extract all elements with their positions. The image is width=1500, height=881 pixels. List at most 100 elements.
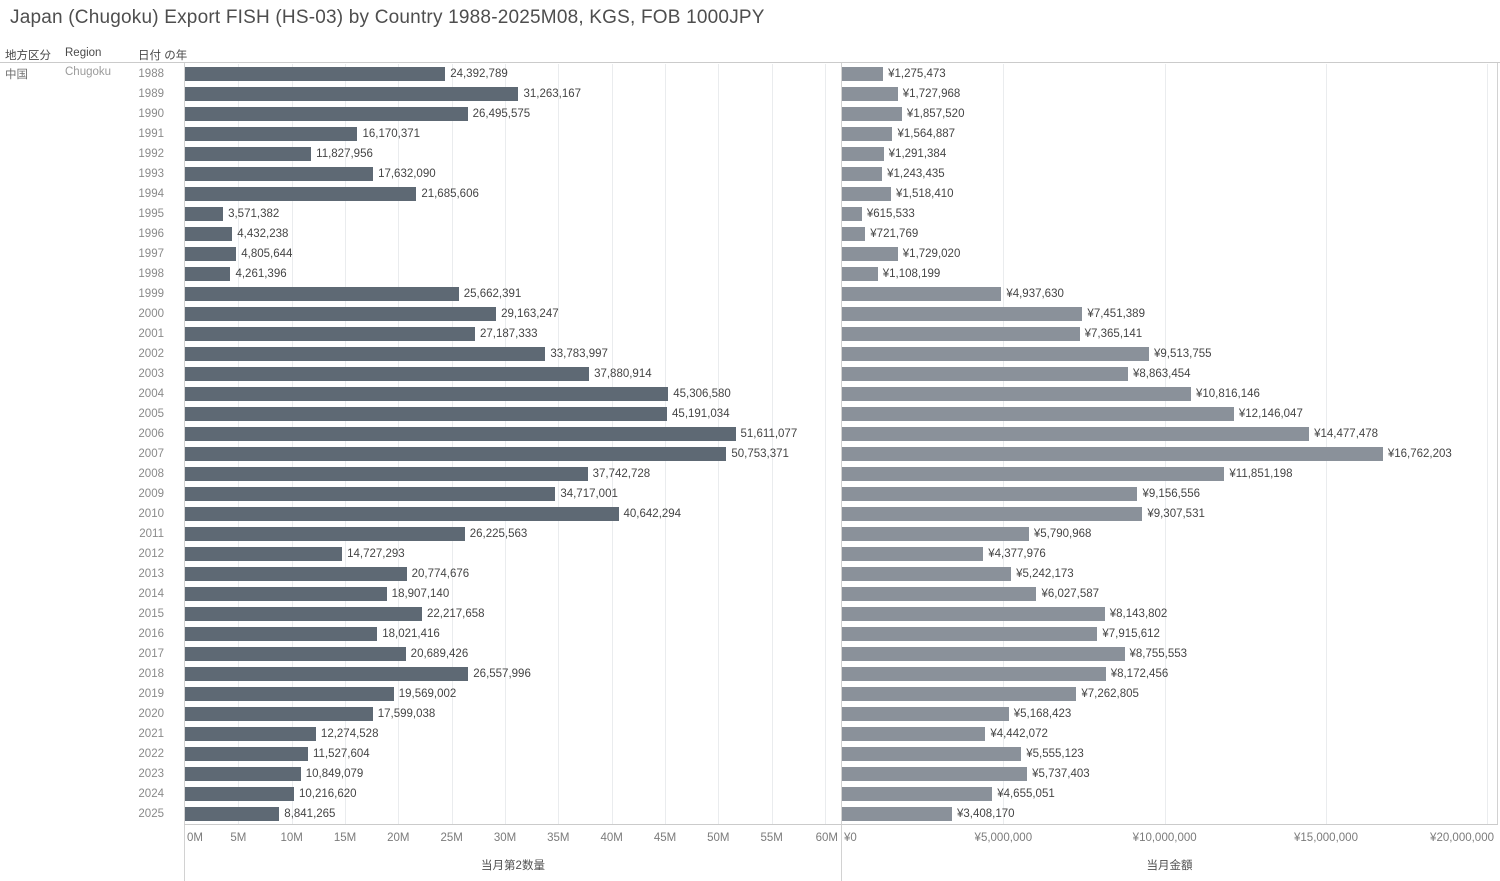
region-jp-value[interactable]: 中国 bbox=[5, 69, 28, 81]
amount-bar-2004[interactable] bbox=[842, 387, 1191, 401]
year-axis-label[interactable]: 1991 bbox=[138, 128, 164, 140]
year-axis-label[interactable]: 2015 bbox=[138, 608, 164, 620]
quantity-bar-2025[interactable] bbox=[185, 807, 280, 821]
year-axis-label[interactable]: 1988 bbox=[138, 68, 164, 80]
amount-bar-2016[interactable] bbox=[842, 627, 1098, 641]
year-axis-label[interactable]: 1990 bbox=[138, 108, 164, 120]
year-axis-label[interactable]: 1989 bbox=[138, 88, 164, 100]
amount-bar-1990[interactable] bbox=[842, 107, 902, 121]
year-axis-label[interactable]: 2014 bbox=[138, 588, 164, 600]
year-axis-label[interactable]: 2019 bbox=[138, 688, 164, 700]
quantity-bar-1994[interactable] bbox=[185, 187, 417, 201]
year-axis-label[interactable]: 2000 bbox=[138, 308, 164, 320]
amount-bar-2006[interactable] bbox=[842, 427, 1310, 441]
quantity-bar-1999[interactable] bbox=[185, 287, 459, 301]
year-axis-label[interactable]: 1993 bbox=[138, 168, 164, 180]
quantity-bar-1988[interactable] bbox=[185, 67, 446, 81]
amount-bar-2005[interactable] bbox=[842, 407, 1234, 421]
year-axis-label[interactable]: 1992 bbox=[138, 148, 164, 160]
year-axis-label[interactable]: 1996 bbox=[138, 228, 164, 240]
year-axis-label[interactable]: 2004 bbox=[138, 388, 164, 400]
amount-bar-2023[interactable] bbox=[842, 767, 1028, 781]
year-axis-label[interactable]: 2016 bbox=[138, 628, 164, 640]
quantity-bar-1992[interactable] bbox=[185, 147, 312, 161]
amount-bar-1989[interactable] bbox=[842, 87, 898, 101]
year-axis-label[interactable]: 2020 bbox=[138, 708, 164, 720]
quantity-bar-2015[interactable] bbox=[185, 607, 422, 621]
quantity-bar-2010[interactable] bbox=[185, 507, 619, 521]
amount-bar-2010[interactable] bbox=[842, 507, 1143, 521]
quantity-bar-2022[interactable] bbox=[185, 747, 308, 761]
year-axis-label[interactable]: 1995 bbox=[138, 208, 164, 220]
year-axis-label[interactable]: 2022 bbox=[138, 748, 164, 760]
amount-bar-2000[interactable] bbox=[842, 307, 1083, 321]
amount-bar-2011[interactable] bbox=[842, 527, 1029, 541]
amount-bar-2022[interactable] bbox=[842, 747, 1022, 761]
year-axis-label[interactable]: 2006 bbox=[138, 428, 164, 440]
year-axis-label[interactable]: 2023 bbox=[138, 768, 164, 780]
amount-bar-2007[interactable] bbox=[842, 447, 1383, 461]
quantity-bar-2016[interactable] bbox=[185, 627, 378, 641]
year-axis-label[interactable]: 2009 bbox=[138, 488, 164, 500]
year-axis-label[interactable]: 2010 bbox=[138, 508, 164, 520]
amount-bar-2025[interactable] bbox=[842, 807, 952, 821]
quantity-bar-2000[interactable] bbox=[185, 307, 497, 321]
amount-bar-2012[interactable] bbox=[842, 547, 984, 561]
quantity-bar-2023[interactable] bbox=[185, 767, 301, 781]
amount-bar-1992[interactable] bbox=[842, 147, 884, 161]
amount-bar-1988[interactable] bbox=[842, 67, 884, 81]
quantity-bar-2006[interactable] bbox=[185, 427, 736, 441]
year-axis-label[interactable]: 2002 bbox=[138, 348, 164, 360]
year-axis-label[interactable]: 2024 bbox=[138, 788, 164, 800]
quantity-bar-2018[interactable] bbox=[185, 667, 469, 681]
year-axis-label[interactable]: 1999 bbox=[138, 288, 164, 300]
amount-bar-1991[interactable] bbox=[842, 127, 893, 141]
quantity-bar-1989[interactable] bbox=[185, 87, 519, 101]
amount-bar-2015[interactable] bbox=[842, 607, 1105, 621]
year-axis-label[interactable]: 2013 bbox=[138, 568, 164, 580]
quantity-bar-2021[interactable] bbox=[185, 727, 316, 741]
amount-bar-2020[interactable] bbox=[842, 707, 1009, 721]
amount-bar-1993[interactable] bbox=[842, 167, 883, 181]
quantity-bar-1996[interactable] bbox=[185, 227, 233, 241]
amount-bar-2008[interactable] bbox=[842, 467, 1225, 481]
quantity-bar-2004[interactable] bbox=[185, 387, 669, 401]
quantity-bar-2007[interactable] bbox=[185, 447, 727, 461]
quantity-bar-1995[interactable] bbox=[185, 207, 224, 221]
year-axis-label[interactable]: 2007 bbox=[138, 448, 164, 460]
quantity-bar-2001[interactable] bbox=[185, 327, 475, 341]
quantity-bar-1991[interactable] bbox=[185, 127, 358, 141]
year-axis-label[interactable]: 2003 bbox=[138, 368, 164, 380]
year-axis-label[interactable]: 2008 bbox=[138, 468, 164, 480]
quantity-bar-2017[interactable] bbox=[185, 647, 406, 661]
region-en-value[interactable]: Chugoku bbox=[65, 66, 112, 78]
amount-bar-2001[interactable] bbox=[842, 327, 1080, 341]
amount-bar-2014[interactable] bbox=[842, 587, 1037, 601]
quantity-bar-1993[interactable] bbox=[185, 167, 374, 181]
amount-bar-1994[interactable] bbox=[842, 187, 891, 201]
quantity-bar-2009[interactable] bbox=[185, 487, 556, 501]
quantity-bar-2008[interactable] bbox=[185, 467, 588, 481]
quantity-bar-2024[interactable] bbox=[185, 787, 294, 801]
quantity-bar-1990[interactable] bbox=[185, 107, 468, 121]
amount-bar-1999[interactable] bbox=[842, 287, 1002, 301]
quantity-bar-2003[interactable] bbox=[185, 367, 590, 381]
quantity-bar-2011[interactable] bbox=[185, 527, 465, 541]
year-axis-label[interactable]: 1998 bbox=[138, 268, 164, 280]
amount-bar-2018[interactable] bbox=[842, 667, 1106, 681]
year-axis-label[interactable]: 1997 bbox=[138, 248, 164, 260]
amount-bar-1995[interactable] bbox=[842, 207, 862, 221]
amount-bar-2003[interactable] bbox=[842, 367, 1128, 381]
amount-bar-1998[interactable] bbox=[842, 267, 878, 281]
year-axis-label[interactable]: 2011 bbox=[139, 528, 164, 540]
quantity-bar-1998[interactable] bbox=[185, 267, 231, 281]
quantity-bar-2002[interactable] bbox=[185, 347, 546, 361]
quantity-bar-1997[interactable] bbox=[185, 247, 237, 261]
year-axis-label[interactable]: 2018 bbox=[138, 668, 164, 680]
year-axis-label[interactable]: 2025 bbox=[138, 808, 164, 820]
amount-bar-2013[interactable] bbox=[842, 567, 1012, 581]
year-axis-label[interactable]: 2021 bbox=[138, 728, 164, 740]
amount-bar-2021[interactable] bbox=[842, 727, 986, 741]
quantity-bar-2014[interactable] bbox=[185, 587, 387, 601]
quantity-bar-2020[interactable] bbox=[185, 707, 373, 721]
